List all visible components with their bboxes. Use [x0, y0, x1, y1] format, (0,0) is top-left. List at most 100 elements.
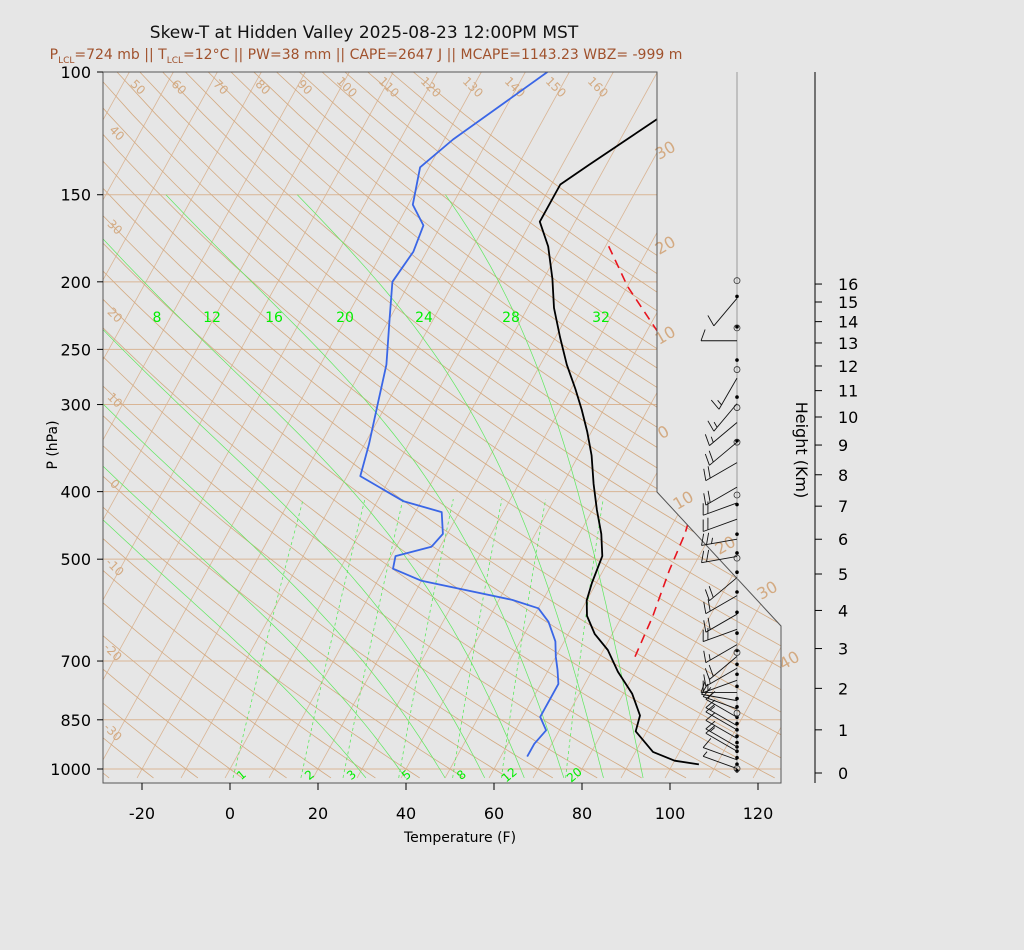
wind-barb-flag — [703, 601, 707, 614]
wind-barb-flag — [703, 650, 707, 663]
isotherm-line — [103, 72, 262, 779]
mixing-ratio-label: 24 — [415, 310, 433, 326]
height-axis-label: Height (Km) — [792, 402, 811, 499]
chart-subtitle: PLCL=724 mb || TLCL=12°C || PW=38 mm || … — [50, 47, 683, 66]
wind-barb-flag — [710, 399, 720, 410]
isotherm-line — [103, 72, 394, 779]
moist-adiabat-line — [103, 194, 446, 779]
wind-barb-staff — [703, 502, 738, 516]
dry-adiabat-line — [103, 72, 509, 779]
dry-adiabat-line — [103, 72, 598, 779]
dry-adiabat-line — [230, 72, 781, 779]
wind-barb-staff — [718, 377, 738, 410]
dry-adiabat-line — [103, 72, 376, 779]
wind-barb-staff — [701, 555, 738, 564]
wind-level-dot — [735, 551, 739, 555]
wind-barb-flag — [710, 436, 714, 443]
moist-adiabat-line — [445, 194, 644, 778]
wind-level-dot — [735, 672, 739, 677]
wind-barb-staff — [713, 297, 738, 327]
wind-barb-flag — [703, 468, 707, 481]
wind-level-dot — [735, 721, 739, 726]
wind-barb-flag — [707, 490, 711, 503]
p-tick-label: 700 — [60, 652, 91, 671]
wind-level-dot — [735, 740, 739, 745]
wind-barb-flag — [708, 664, 714, 677]
x-tick-label: 20 — [308, 804, 328, 823]
p-tick-label: 850 — [60, 711, 91, 730]
wind-barb-flag — [708, 586, 714, 598]
mixing-ratio-label: 32 — [592, 310, 610, 326]
wind-barb-staff — [705, 667, 738, 687]
height-tick-label: 4 — [838, 601, 848, 620]
moist-adiabat-line — [165, 194, 565, 779]
mixing-ratio-label: 12 — [203, 310, 221, 326]
mixing-ratio-line — [232, 498, 304, 778]
p-tick-label: 250 — [60, 340, 91, 359]
height-tick-label: 16 — [838, 275, 858, 294]
wind-barb-flag — [707, 466, 711, 479]
wind-level-dot — [735, 662, 739, 667]
wind-barb-staff — [705, 595, 738, 615]
moist-adiabat-line — [297, 194, 604, 778]
isotherm-line — [708, 72, 781, 779]
dry-adiabat-line — [103, 72, 642, 779]
subtitle-plcl: =724 mb || — [74, 47, 158, 63]
dry-adiabat-line — [103, 72, 687, 779]
isotherm-line — [103, 72, 306, 779]
wind-level-dot — [735, 684, 739, 689]
wind-barb-flag — [706, 549, 710, 562]
wind-level-circle — [733, 438, 741, 446]
dry-adiabat-line — [253, 72, 781, 779]
isotherm-line — [103, 72, 438, 779]
wind-barb-flag — [704, 668, 710, 680]
dry-adiabat-line — [103, 72, 781, 779]
wind-barb-staff — [701, 538, 738, 546]
plot-frame — [102, 71, 782, 784]
height-tick-label: 15 — [838, 293, 858, 312]
x-axis-label: Temperature (F) — [403, 830, 516, 846]
wind-level-circle — [733, 277, 741, 285]
height-tick-label: 6 — [838, 530, 848, 549]
wind-barb-flag — [707, 599, 711, 612]
mixing-ratio-label: 28 — [502, 310, 520, 326]
wind-barb-flag — [717, 400, 722, 406]
dry-adiabat-line — [103, 72, 287, 779]
isotherm-line — [312, 72, 702, 779]
height-tick-label: 7 — [838, 497, 848, 516]
wind-barb-staff — [701, 693, 738, 702]
dewpoint-line — [359, 72, 560, 758]
wind-barb-staff — [709, 656, 738, 680]
wind-level-circle — [733, 649, 741, 656]
chart-title: Skew-T at Hidden Valley 2025-08-23 12:00… — [150, 23, 579, 43]
wind-barb-staff — [705, 719, 738, 739]
wind-barb-staff — [705, 486, 738, 506]
wind-barb-flag — [713, 421, 718, 428]
wind-barb-flag — [703, 620, 707, 633]
wind-barb-flag — [707, 617, 711, 630]
wind-barb-layer — [700, 72, 741, 773]
dry-adiabat-line — [103, 72, 775, 779]
wind-barb-staff — [705, 707, 738, 727]
wind-level-circle — [733, 765, 741, 773]
mixing-ratio-label: 16 — [265, 310, 283, 326]
wind-barb-flag — [702, 751, 708, 757]
wind-level-dot — [735, 705, 739, 709]
x-tick-label: 100 — [655, 804, 686, 823]
mixing-ratio-line — [398, 499, 454, 778]
height-tick-label: 3 — [838, 640, 848, 659]
wind-barb-flag — [701, 550, 705, 563]
wind-level-circle — [733, 709, 741, 717]
wind-barb-staff — [713, 403, 738, 432]
dry-adiabat-line — [162, 72, 781, 779]
mixing-ratio-label: 8 — [153, 310, 162, 326]
wind-barb-flag — [707, 315, 715, 327]
moist-adiabat-line — [103, 194, 525, 779]
wind-level-dot — [735, 734, 739, 739]
dry-adiabat-line — [103, 72, 420, 779]
x-tick-label: 0 — [225, 804, 235, 823]
wind-level-dot — [735, 294, 739, 299]
wind-barb-staff — [703, 628, 738, 643]
dry-adiabat-line — [139, 72, 781, 779]
